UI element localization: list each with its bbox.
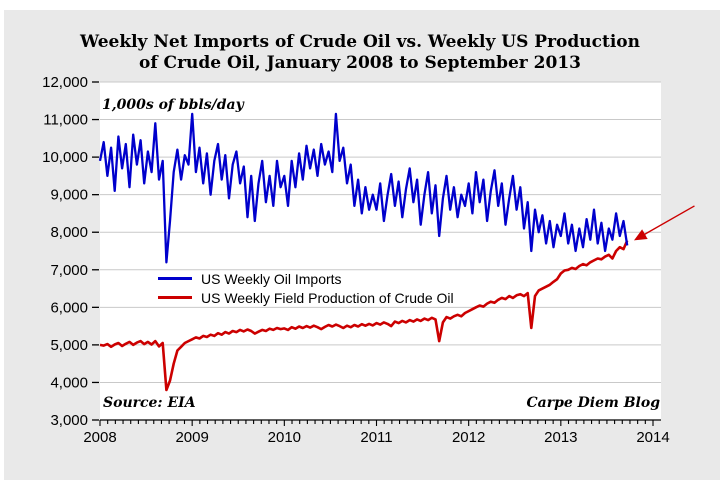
y-tick-label: 9,000 [50, 187, 88, 204]
plot-area [100, 82, 661, 420]
x-tick-label: 2011 [360, 429, 392, 446]
y-tick-label: 10,000 [42, 149, 88, 166]
chart-title-line2: of Crude Oil, January 2008 to September … [138, 53, 582, 73]
chart-title-line1: Weekly Net Imports of Crude Oil vs. Week… [79, 32, 640, 52]
x-tick-label: 2009 [175, 429, 208, 446]
y-tick-label: 3,000 [50, 412, 88, 429]
x-tick-label: 2012 [452, 429, 485, 446]
annotation-arrow [633, 205, 695, 241]
series-production-line [99, 239, 629, 392]
legend-item-imports: US Weekly Oil Imports [158, 269, 454, 288]
y-tick-label: 6,000 [50, 299, 88, 316]
legend-label-production: US Weekly Field Production of Crude Oil [201, 289, 454, 306]
legend: US Weekly Oil Imports US Weekly Field Pr… [158, 269, 454, 307]
x-tick-label: 2014 [636, 429, 669, 446]
y-tick-label: 8,000 [50, 224, 88, 241]
y-units-label: 1,000s of bbls/day [102, 97, 244, 113]
legend-line-sample-imports [158, 277, 192, 280]
legend-item-production: US Weekly Field Production of Crude Oil [158, 288, 454, 307]
y-tick-label: 11,000 [43, 112, 88, 129]
source-label: Source: EIA [103, 395, 196, 411]
y-tick-label: 5,000 [50, 337, 88, 354]
y-tick-label: 4,000 [50, 374, 88, 391]
chart-title: Weekly Net Imports of Crude Oil vs. Week… [0, 32, 720, 74]
y-tick-label: 12,000 [42, 74, 88, 91]
y-tick-label: 7,000 [50, 262, 88, 279]
series-imports-line [98, 112, 629, 264]
x-tick-label: 2008 [83, 429, 116, 446]
credit-label: Carpe Diem Blog [526, 395, 661, 411]
legend-line-sample-production [158, 296, 192, 299]
legend-label-imports: US Weekly Oil Imports [201, 270, 342, 287]
x-tick-label: 2010 [268, 429, 301, 446]
x-tick-label: 2013 [544, 429, 577, 446]
